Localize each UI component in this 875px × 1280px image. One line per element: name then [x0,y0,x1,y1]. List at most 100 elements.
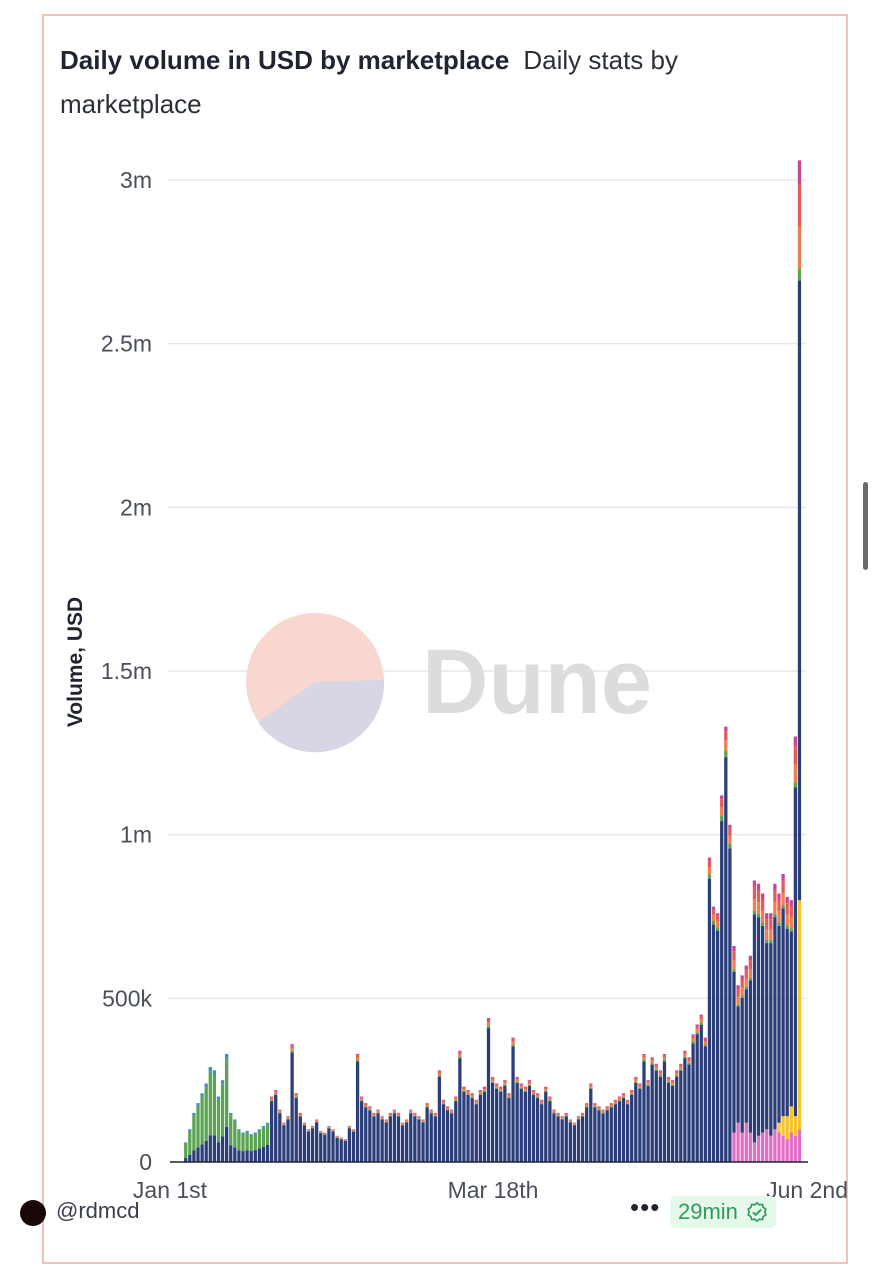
bar-segment-main[interactable] [675,1076,679,1162]
bar-segment-orange[interactable] [323,1133,327,1135]
bar-segment-orange[interactable] [405,1120,409,1122]
bar-segment-main[interactable] [556,1116,560,1162]
bar-segment-orange[interactable] [597,1108,601,1110]
bar-segment-main[interactable] [225,1126,229,1162]
bar-segment-orange[interactable] [556,1114,560,1116]
bar-segment-green[interactable] [699,1022,703,1026]
bar-segment-orange[interactable] [576,1117,581,1119]
bar-segment-main[interactable] [728,848,732,1162]
bar-segment-red[interactable] [711,909,716,915]
bar-segment-red[interactable] [630,1090,634,1093]
bar-segment-orange[interactable] [613,1101,617,1104]
bar-segment-magenta[interactable] [564,1112,568,1114]
bar-segment-red[interactable] [695,1025,699,1029]
bar-segment-main[interactable] [216,1142,221,1162]
bar-segment-green[interactable] [376,1112,380,1114]
bar-segment-teal[interactable] [212,1070,217,1075]
bar-segment-red[interactable] [748,960,753,970]
bar-segment-pink[interactable] [752,1142,757,1162]
bar-segment-orange[interactable] [658,1073,662,1076]
bar-segment-orange[interactable] [499,1089,503,1091]
bar-segment-orange[interactable] [765,929,769,941]
bar-segment-main[interactable] [372,1116,376,1162]
bar-segment-orange[interactable] [572,1123,577,1125]
bar-segment-magenta[interactable] [646,1080,650,1082]
bar-segment-magenta[interactable] [760,893,765,901]
bar-segment-orange[interactable] [662,1057,667,1061]
bar-segment-magenta[interactable] [298,1112,302,1114]
bar-segment-main[interactable] [568,1122,572,1162]
bar-segment-main[interactable] [294,1098,298,1162]
bar-segment-magenta[interactable] [601,1109,605,1111]
bar-segment-red[interactable] [380,1116,384,1118]
bar-segment-main[interactable] [793,787,798,1117]
bar-segment-magenta[interactable] [695,1024,699,1026]
bar-segment-teal[interactable] [192,1112,196,1116]
bar-segment-green[interactable] [601,1112,605,1114]
bar-segment-magenta[interactable] [769,913,773,920]
bar-segment-main[interactable] [282,1125,286,1162]
bar-segment-main[interactable] [687,1064,691,1162]
bar-segment-red[interactable] [425,1103,429,1105]
bar-segment-main[interactable] [740,997,744,1133]
bar-segment-main[interactable] [343,1140,347,1162]
bar-segment-green[interactable] [458,1056,462,1059]
bar-segment-orange[interactable] [531,1092,536,1095]
bar-segment-main[interactable] [654,1070,658,1162]
bar-segment-main[interactable] [744,989,748,1123]
bar-segment-red[interactable] [662,1055,667,1058]
bar-segment-red[interactable] [760,900,765,912]
bar-segment-magenta[interactable] [793,736,798,747]
bar-segment-green[interactable] [384,1121,388,1123]
bar-segment-red[interactable] [793,746,798,765]
bar-segment-magenta[interactable] [744,965,748,971]
bar-segment-main[interactable] [421,1122,425,1162]
bar-segment-main[interactable] [184,1157,188,1162]
bar-segment-magenta[interactable] [515,1076,519,1078]
bar-segment-green[interactable] [437,1075,442,1077]
bar-segment-red[interactable] [400,1123,405,1124]
bar-segment-main[interactable] [396,1116,401,1162]
bar-segment-magenta[interactable] [797,160,802,185]
bar-segment-orange[interactable] [650,1060,654,1064]
bar-segment-magenta[interactable] [740,975,744,980]
bar-segment-magenta[interactable] [429,1109,433,1111]
bar-segment-red[interactable] [458,1051,462,1055]
refresh-badge[interactable]: 29min [670,1196,776,1228]
bar-segment-orange[interactable] [470,1095,474,1098]
bar-segment-orange[interactable] [482,1089,487,1091]
bar-segment-main[interactable] [601,1113,605,1162]
bar-segment-green[interactable] [748,978,753,981]
bar-segment-red[interactable] [613,1100,617,1102]
bar-segment-green[interactable] [396,1115,401,1117]
bar-segment-orange[interactable] [388,1114,392,1116]
bar-segment-orange[interactable] [638,1085,642,1088]
bar-segment-green[interactable] [515,1081,519,1083]
bar-segment-red[interactable] [564,1113,568,1115]
bar-segment-red[interactable] [777,900,781,912]
bar-segment-pink[interactable] [748,1132,753,1162]
bar-segment-magenta[interactable] [711,906,716,910]
bar-segment-orange[interactable] [433,1114,437,1116]
bar-segment-orange[interactable] [409,1111,413,1113]
bar-segment-orange[interactable] [785,914,789,926]
bar-segment-main[interactable] [298,1116,302,1162]
bar-segment-orange[interactable] [728,835,732,844]
bar-segment-green[interactable] [294,1097,298,1099]
bar-segment-red[interactable] [617,1097,622,1099]
bar-segment-main[interactable] [638,1088,642,1162]
bar-segment-orange[interactable] [466,1092,470,1095]
bar-segment-main[interactable] [241,1151,245,1162]
bar-segment-red[interactable] [756,890,761,903]
bar-segment-green[interactable] [650,1063,654,1065]
bar-segment-magenta[interactable] [294,1093,298,1094]
bar-segment-orange[interactable] [670,1082,675,1085]
bar-segment-main[interactable] [621,1098,626,1162]
bar-segment-main[interactable] [736,1006,740,1123]
bar-segment-red[interactable] [388,1113,392,1115]
bar-segment-main[interactable] [388,1116,392,1162]
bar-segment-pink[interactable] [756,1135,761,1162]
bar-segment-red[interactable] [335,1136,339,1137]
bar-segment-green[interactable] [229,1115,233,1146]
bar-segment-red[interactable] [576,1116,581,1118]
